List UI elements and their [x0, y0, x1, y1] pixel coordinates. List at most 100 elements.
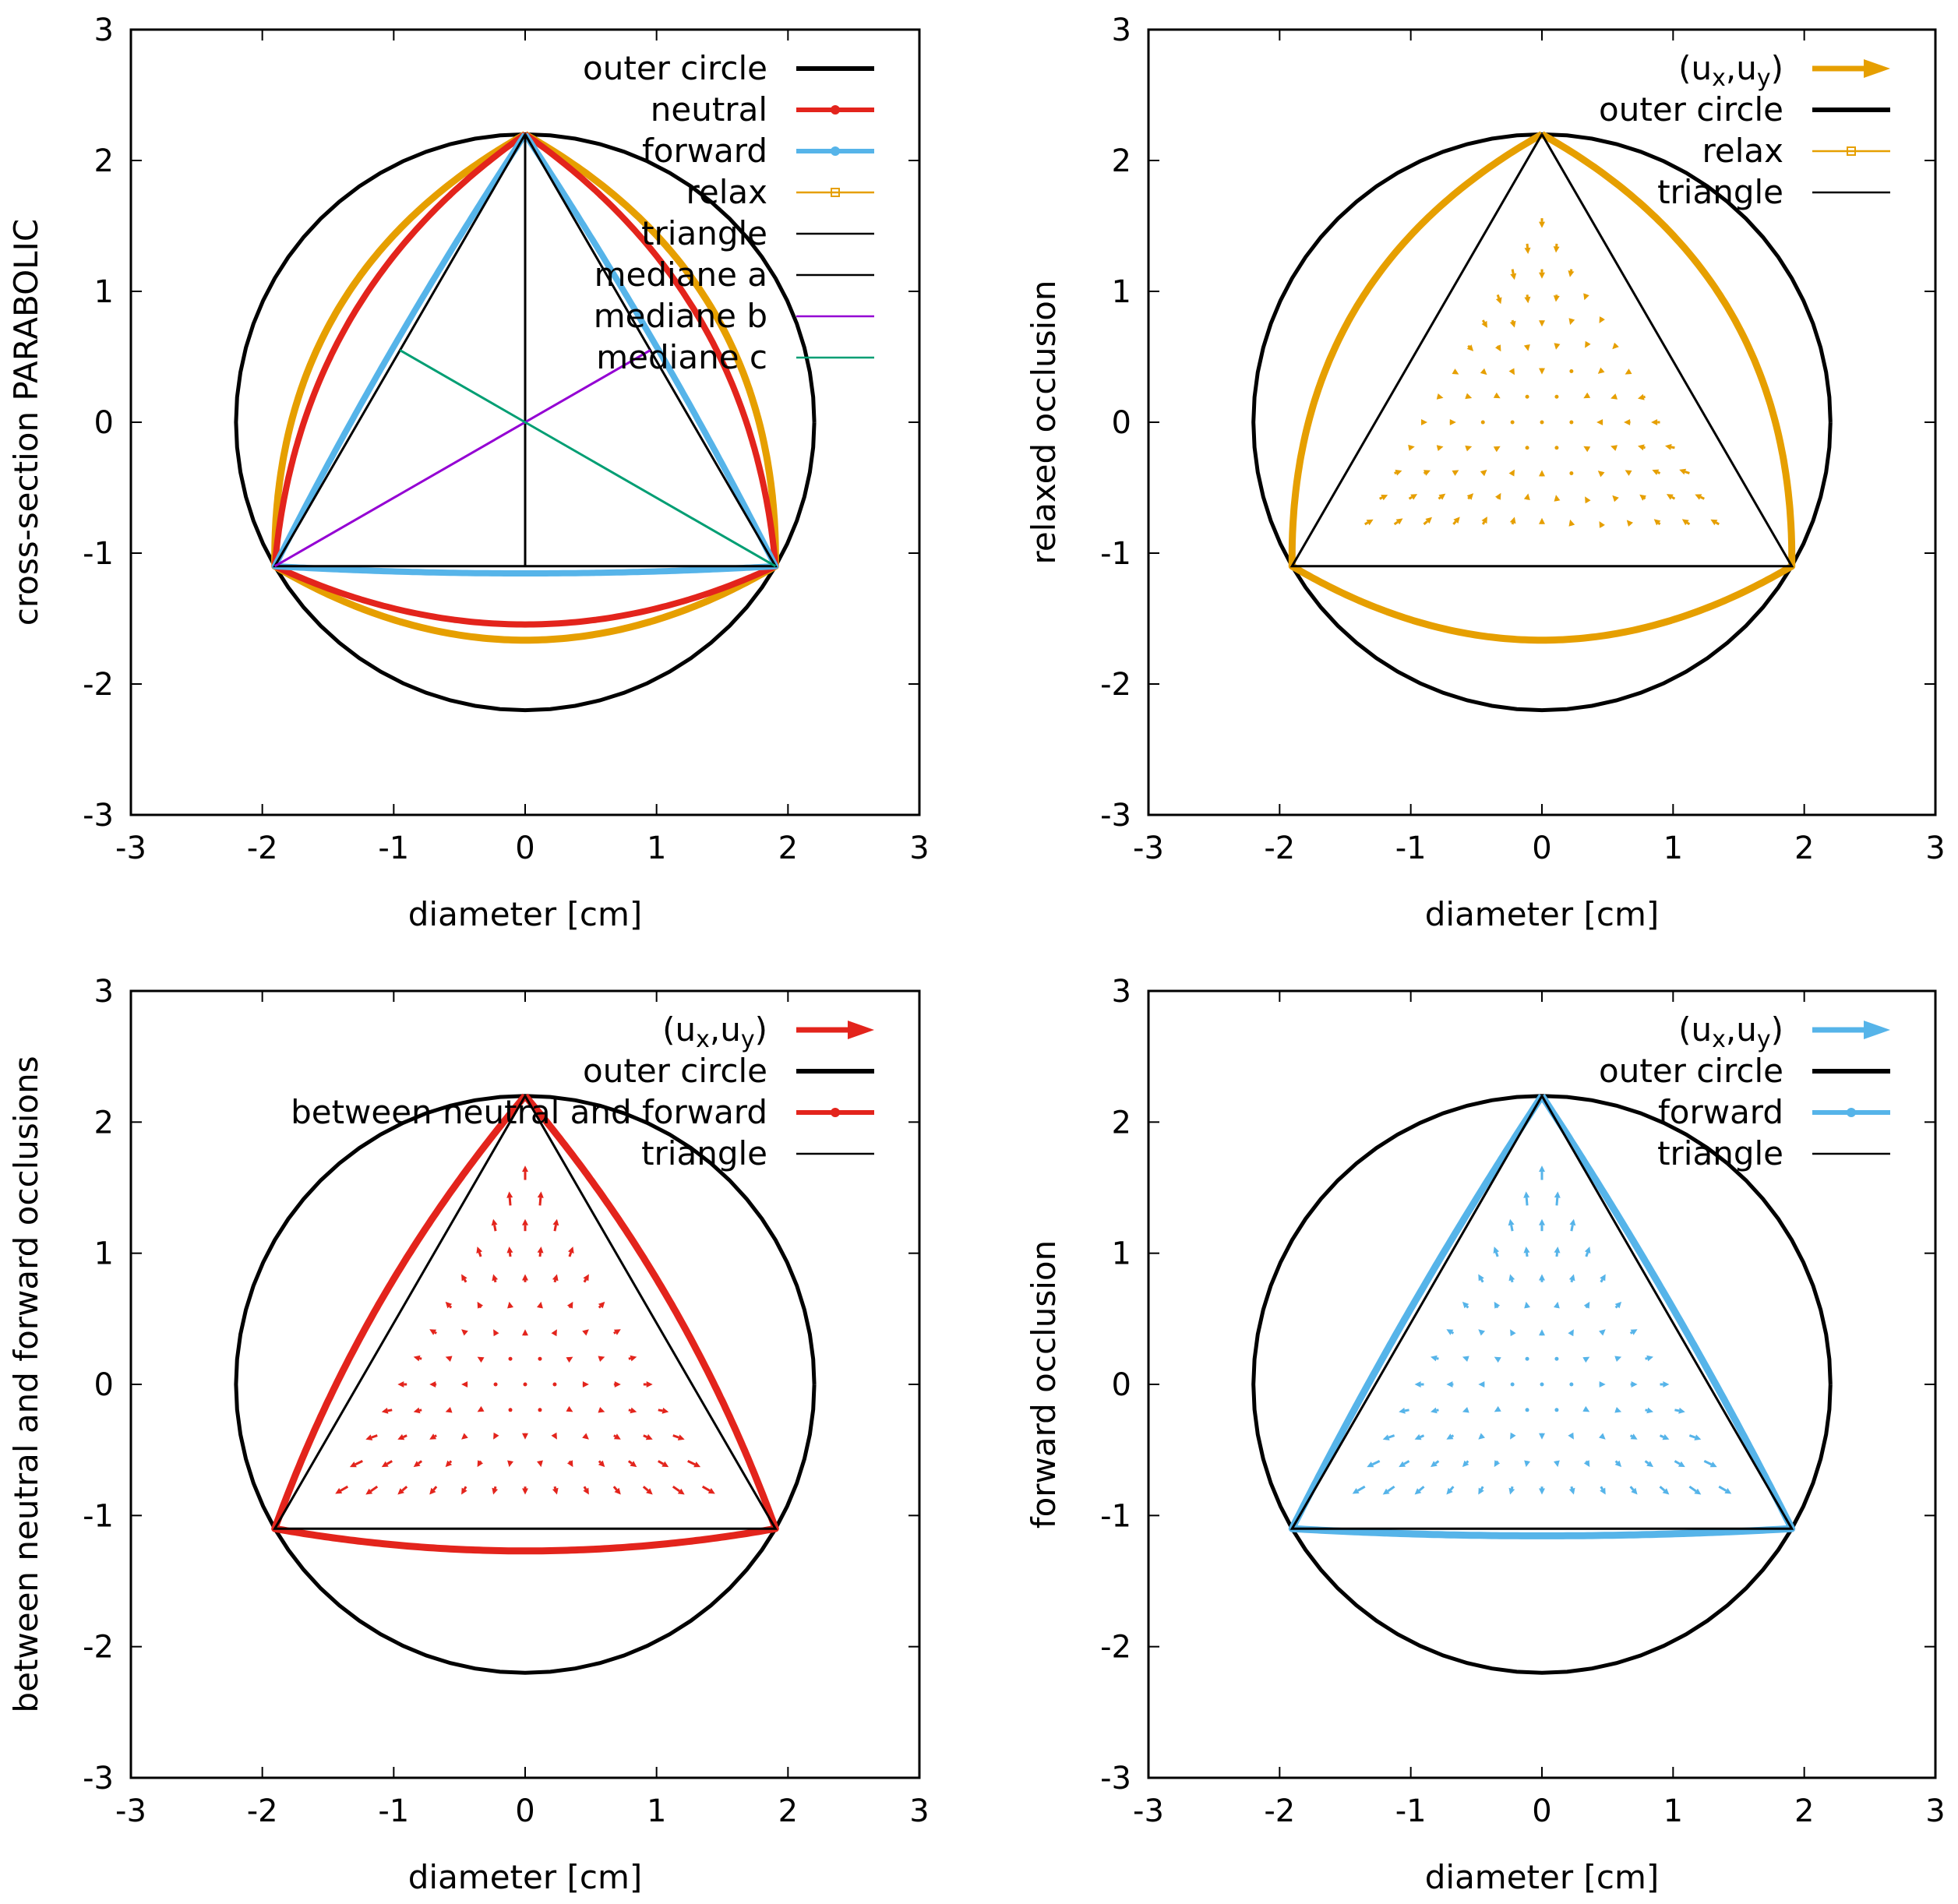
vector-arrow — [1652, 469, 1661, 475]
legend-entry: mediane c — [596, 338, 874, 376]
legend-marker — [831, 146, 840, 156]
legend-marker — [1847, 146, 1856, 156]
vector-arrow — [537, 1246, 544, 1257]
vector-arrow — [522, 1274, 528, 1282]
mediane-c — [399, 349, 777, 568]
vector-arrow — [1539, 320, 1545, 327]
chart-panel-1: -3 -2 -1 0 1 2 3 3 2 1 0 -1 -2 -3 diameter [cm] cross-s… — [7, 12, 930, 933]
vector-arrow — [628, 1355, 637, 1362]
vector-arrow — [1653, 519, 1661, 526]
vector-arrow — [1568, 318, 1575, 326]
outer-circle — [234, 132, 817, 713]
vector-arrow — [445, 1460, 453, 1468]
y-tick-label: 3 — [1112, 12, 1131, 48]
vector-arrow — [1494, 1301, 1501, 1309]
vector-arrow — [566, 1301, 573, 1309]
vector-arrow — [1508, 469, 1515, 477]
legend-label: forward — [642, 132, 767, 170]
vector-arrow — [1626, 520, 1633, 527]
vector-arrow — [1510, 1329, 1516, 1337]
legend-entry: outer circle — [583, 1052, 874, 1090]
y-tick-label: -1 — [1100, 1498, 1131, 1534]
vector-arrow — [1612, 495, 1619, 502]
vector-arrow — [1382, 1485, 1395, 1495]
vector-arrow — [643, 1381, 653, 1387]
vector-arrow — [1446, 1381, 1454, 1387]
legend-label: between neutral and forward — [291, 1093, 767, 1131]
occlusion-curve — [271, 1093, 779, 1555]
vector-arrow — [1465, 393, 1473, 400]
vector-arrow — [1718, 1485, 1732, 1494]
vector-arrow — [613, 1329, 621, 1335]
vector-arrow — [1612, 342, 1619, 350]
vector-arrow — [477, 1301, 484, 1309]
y-tick-label: 3 — [94, 12, 114, 48]
y-axis-label: relaxed occlusion — [1025, 280, 1063, 564]
vector-arrow — [1494, 1356, 1501, 1363]
vector-arrow — [1600, 1486, 1606, 1495]
vector-arrow — [701, 1485, 715, 1494]
vector-arrow — [1462, 1460, 1469, 1468]
vector-arrow — [397, 1433, 407, 1440]
vector-arrow — [507, 1460, 513, 1468]
legend-label: forward — [1658, 1093, 1783, 1131]
legend-label: triangle — [641, 214, 767, 252]
x-tick-label: 1 — [647, 830, 666, 866]
vector-arrow — [1599, 1329, 1606, 1336]
vector-arrow — [1446, 1486, 1455, 1495]
y-tick-label: -2 — [83, 1630, 114, 1666]
vector-arrow — [628, 1407, 637, 1414]
vector-arrow — [1399, 1460, 1410, 1468]
vector-arrow — [1614, 1356, 1622, 1362]
vector-arrow — [1539, 1433, 1545, 1440]
vector-arrow — [1539, 1329, 1545, 1336]
vector-arrow — [537, 1460, 543, 1468]
vector-arrow — [1478, 1274, 1484, 1283]
x-tick-label: 1 — [647, 1793, 666, 1829]
vector-arrow — [1597, 367, 1605, 374]
vector-arrow — [1554, 1246, 1561, 1257]
outer-circle — [234, 1094, 817, 1675]
vector-arrow — [1436, 445, 1444, 451]
vector-arrow — [365, 1434, 378, 1440]
vector-arrow — [1478, 1329, 1485, 1336]
vector-arrow — [461, 1486, 467, 1495]
vector-arrow — [1364, 519, 1374, 526]
y-tick-label: -2 — [1100, 667, 1131, 703]
x-tick-label: -2 — [1264, 830, 1295, 866]
vector-arrow — [1524, 243, 1531, 254]
vector-arrow — [1494, 1460, 1501, 1468]
vector-arrow — [1651, 419, 1660, 425]
vector-arrow — [349, 1460, 363, 1468]
vector-arrow — [1540, 420, 1544, 425]
x-tick-label: -2 — [1264, 1793, 1295, 1829]
vector-arrow — [582, 1381, 589, 1387]
vector-arrow — [1495, 294, 1502, 305]
legend-marker — [831, 1108, 840, 1117]
vector-arrow — [1568, 1432, 1574, 1440]
vector-arrow — [1629, 1486, 1638, 1495]
vector-arrow — [522, 1329, 528, 1336]
vector-arrow — [1495, 492, 1501, 500]
vector-arrow — [1478, 1433, 1485, 1440]
vector-arrow — [658, 1407, 669, 1414]
vector-arrow — [1465, 445, 1473, 452]
legend-entry: triangle — [641, 1134, 874, 1172]
vector-arrow — [1582, 1405, 1590, 1412]
y-tick-label: 0 — [1112, 1367, 1131, 1403]
vector-arrow — [1583, 446, 1591, 453]
vector-arrow — [1414, 1381, 1424, 1387]
vector-arrow — [429, 1486, 438, 1495]
vector-arrow — [1510, 420, 1515, 425]
vector-arrow — [1624, 419, 1631, 425]
vector-arrow — [461, 1381, 468, 1387]
vector-arrow — [538, 1408, 542, 1412]
vector-arrow — [1508, 1486, 1515, 1495]
vector-arrow — [1367, 1460, 1381, 1468]
vector-arrow — [476, 1246, 482, 1257]
y-tick-label: 1 — [94, 274, 114, 310]
vector-arrow — [1431, 1355, 1439, 1362]
vector-arrow — [1679, 468, 1690, 475]
vector-arrow — [413, 1460, 423, 1468]
vector-arrow — [1382, 1434, 1395, 1440]
